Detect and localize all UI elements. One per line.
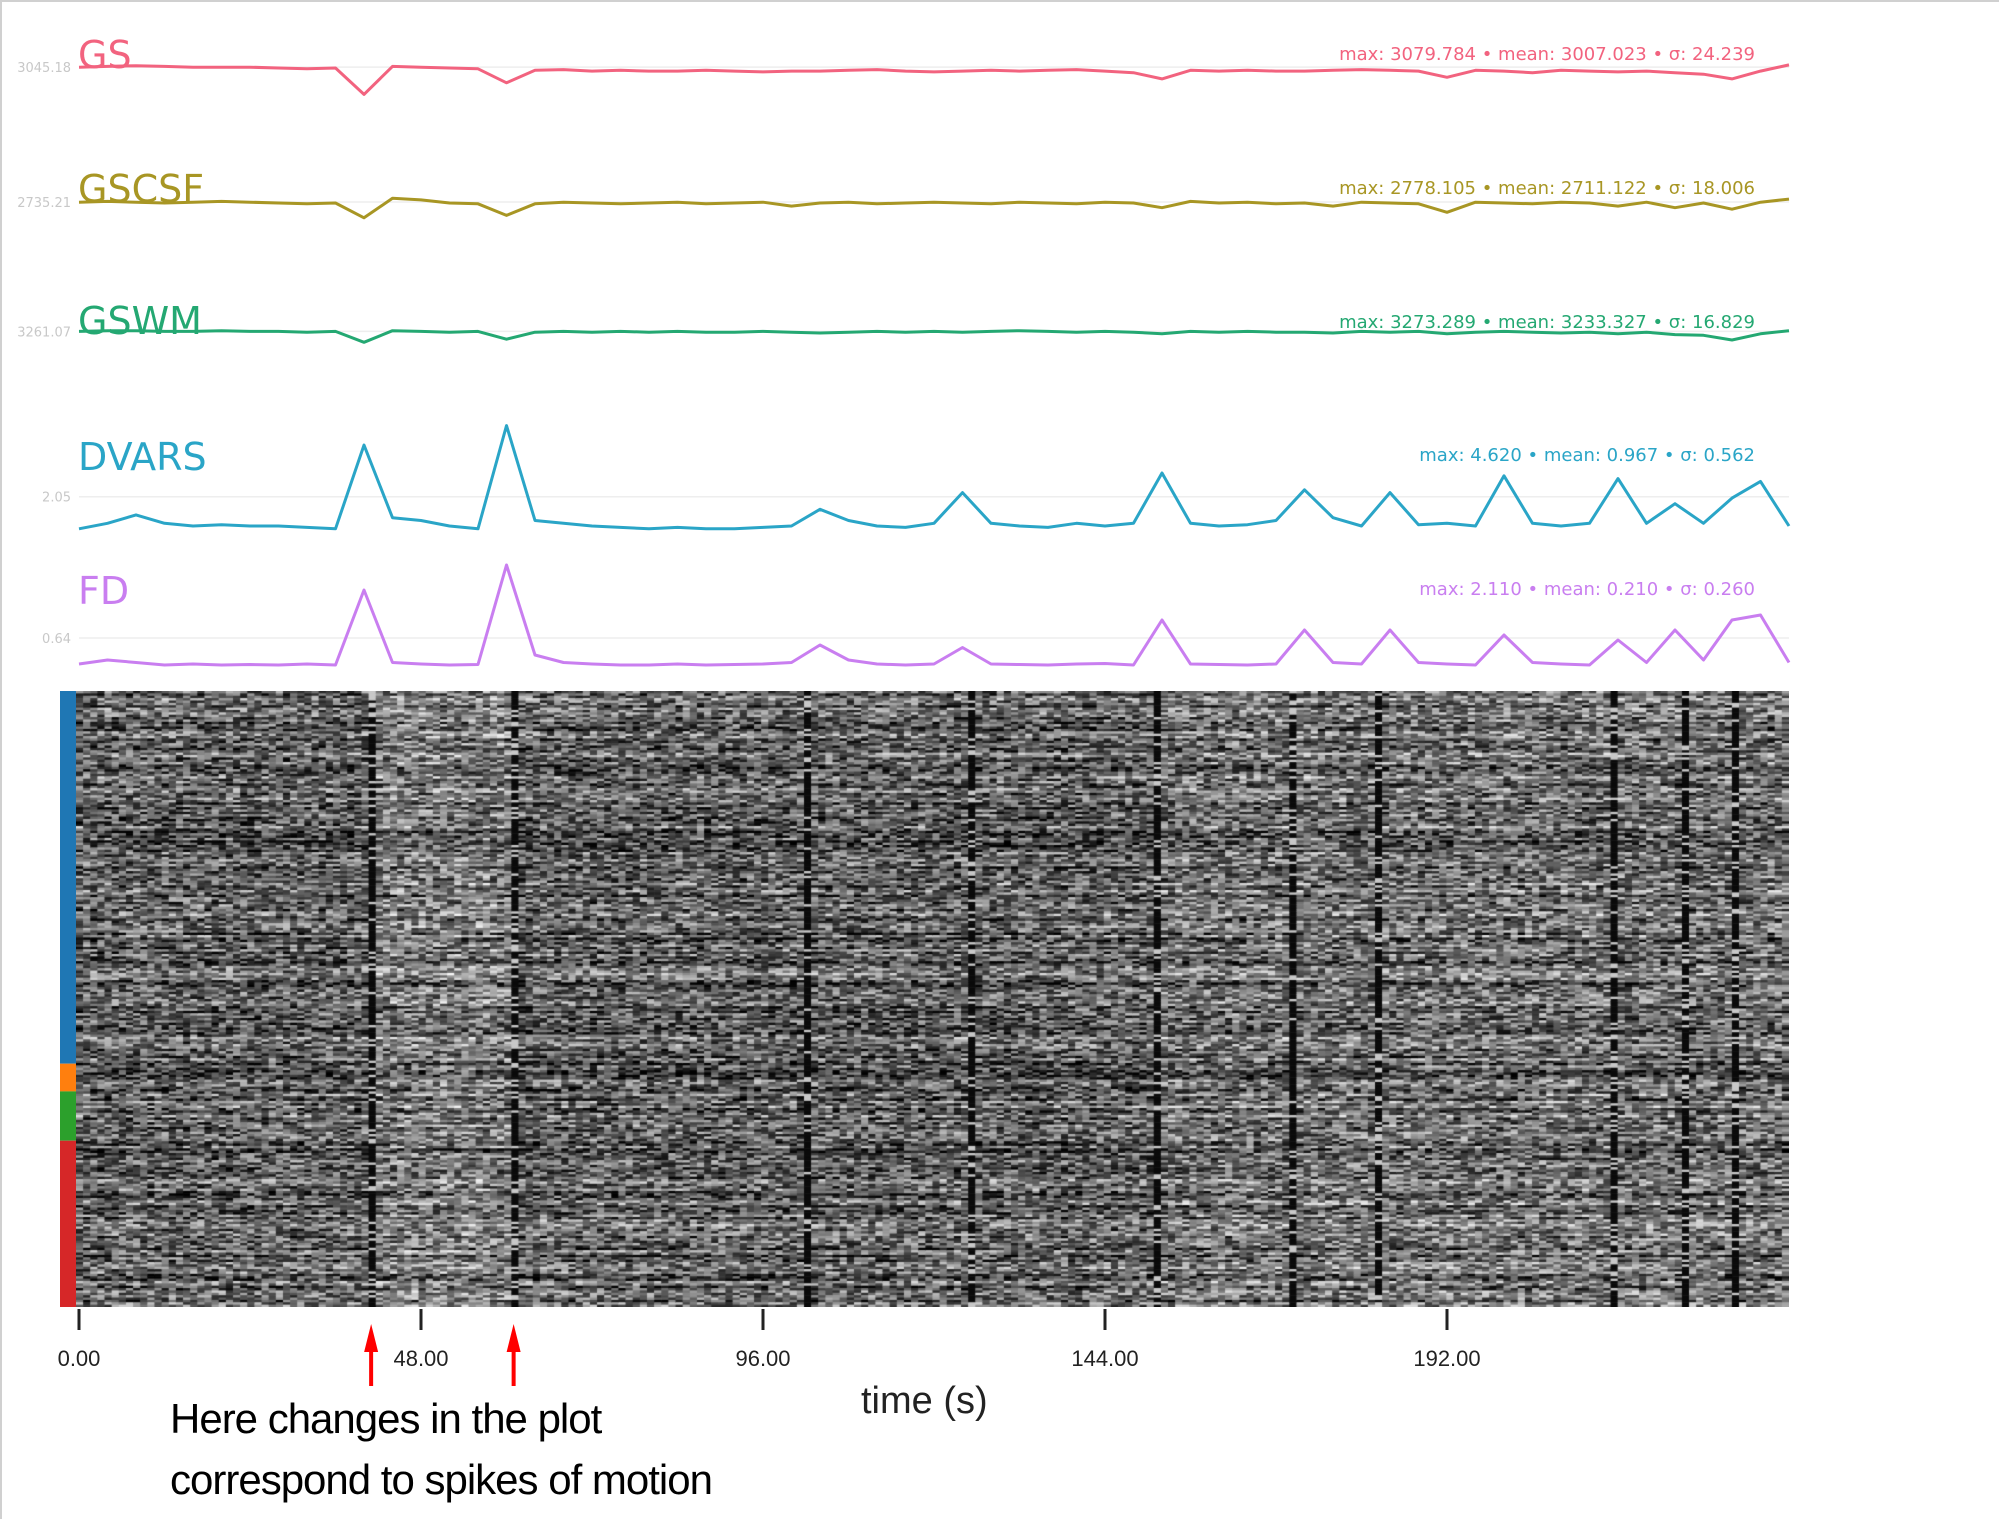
annotation-arrow-head-icon (506, 1324, 521, 1352)
fd-stats: max: 2.110 • mean: 0.210 • σ: 0.260 (1419, 579, 1755, 600)
gscsf-series-line (78, 196, 1790, 220)
fd-series-line (78, 563, 1791, 667)
x-tick-label: 144.00 (1071, 1346, 1138, 1371)
gs-stats: max: 3079.784 • mean: 3007.023 • σ: 24.2… (1339, 44, 1755, 65)
dvars-series-line (78, 424, 1791, 531)
motion-annotation: Here changes in the plot correspond to s… (170, 1388, 713, 1510)
annotation-line-1: Here changes in the plot (170, 1395, 602, 1442)
fd-y-tick-label: 0.64 (42, 632, 71, 647)
segment-bar-cerebellum (60, 1091, 76, 1141)
annotation-arrow-head-icon (364, 1324, 379, 1352)
carpet-plot-heatmap (76, 691, 1789, 1307)
x-tick-label: 0.00 (58, 1346, 101, 1371)
gs-series-line (78, 63, 1790, 96)
segment-bar-cortical (60, 691, 76, 1064)
fd-label: FD (78, 569, 129, 613)
gswm-y-tick-label: 3261.07 (17, 325, 71, 340)
gs-label: GS (78, 33, 132, 77)
dvars-label: DVARS (78, 435, 207, 479)
x-tick-label: 48.00 (393, 1346, 448, 1371)
annotation-line-2: correspond to spikes of motion (170, 1456, 713, 1503)
gscsf-stats: max: 2778.105 • mean: 2711.122 • σ: 18.0… (1339, 178, 1755, 199)
gswm-label: GSWM (78, 299, 202, 343)
x-tick-label: 192.00 (1413, 1346, 1480, 1371)
gs-y-tick-label: 3045.18 (17, 61, 71, 76)
dvars-y-tick-label: 2.05 (42, 491, 71, 506)
x-axis-label: time (s) (861, 1380, 988, 1422)
segment-bar-white-matter-csf (60, 1140, 76, 1307)
dvars-stats: max: 4.620 • mean: 0.967 • σ: 0.562 (1419, 445, 1755, 466)
gswm-series-line (78, 329, 1790, 344)
gswm-stats: max: 3273.289 • mean: 3233.327 • σ: 16.8… (1339, 312, 1755, 333)
segment-bar-subcortical (60, 1063, 76, 1092)
gscsf-y-tick-label: 2735.21 (17, 196, 71, 211)
gscsf-label: GSCSF (78, 167, 204, 211)
x-tick-label: 96.00 (735, 1346, 790, 1371)
